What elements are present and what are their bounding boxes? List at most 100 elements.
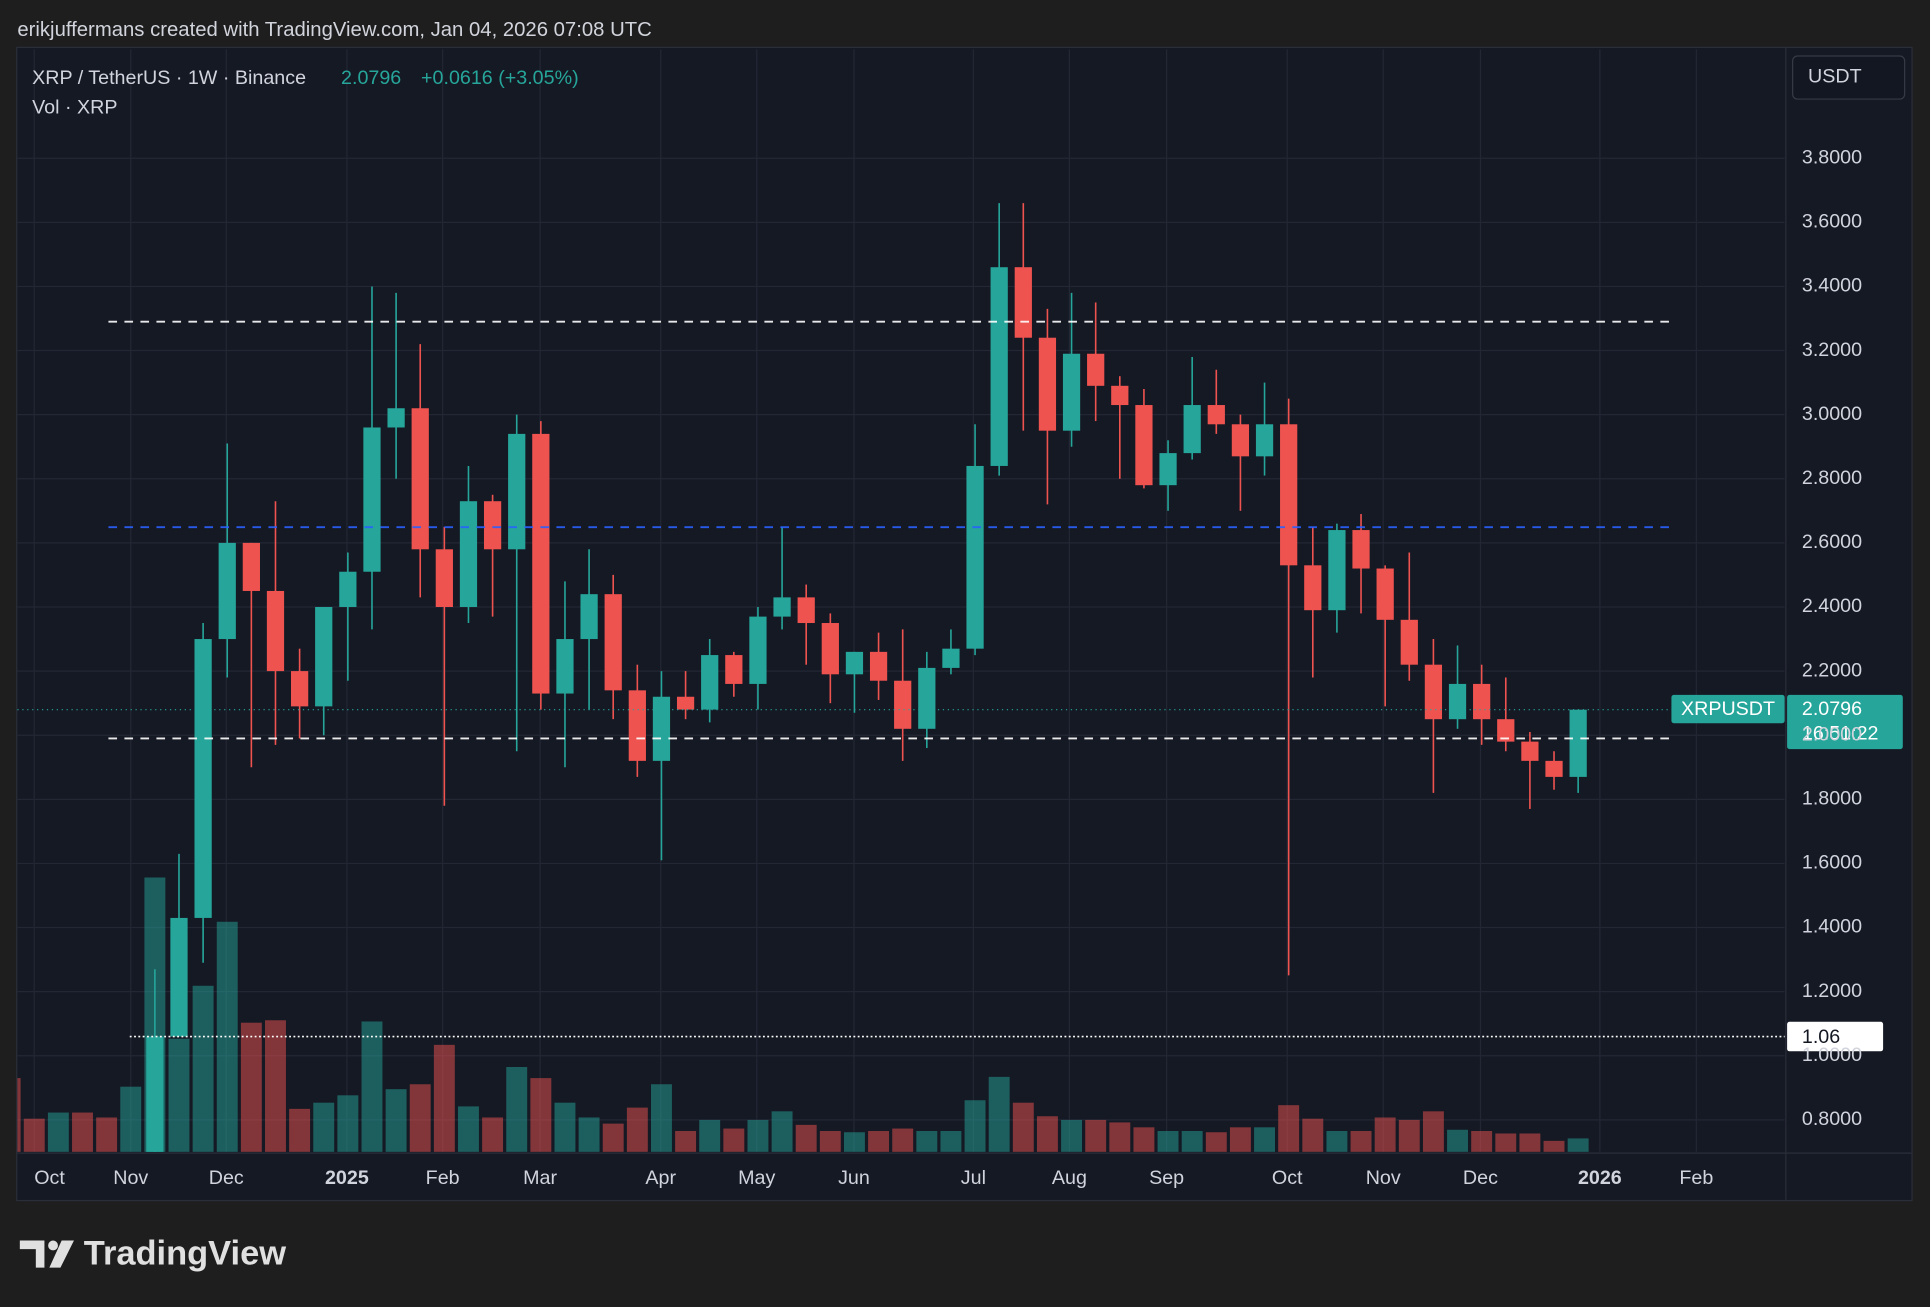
volume-bar: [1205, 1132, 1227, 1152]
candle-body: [266, 590, 285, 672]
y-tick-label: 2.2000: [1802, 659, 1862, 681]
volume-bar: [1085, 1119, 1107, 1152]
volume-bar: [771, 1111, 793, 1152]
x-tick-label: Apr: [645, 1167, 676, 1189]
volume-bar: [1326, 1131, 1348, 1152]
y-tick-label: 2.6000: [1802, 531, 1862, 553]
volume-bar: [313, 1102, 335, 1152]
candle-body: [1328, 530, 1346, 611]
candle-body: [1183, 405, 1201, 454]
candle-body: [1207, 405, 1225, 425]
candle-body: [1473, 683, 1491, 720]
candle-body: [1087, 353, 1105, 386]
candle-body: [1569, 709, 1587, 777]
volume-bar: [1567, 1138, 1589, 1152]
candle-body: [363, 427, 381, 572]
candle-body: [1255, 424, 1274, 457]
y-tick-label: 3.0000: [1802, 403, 1862, 425]
y-tick-label: 3.6000: [1802, 211, 1862, 233]
logo-shape: [19, 1240, 45, 1268]
candle-body: [1280, 424, 1298, 566]
candle-body: [869, 651, 888, 681]
candle-body: [242, 542, 260, 591]
volume-bar: [675, 1131, 697, 1152]
y-tick-label: 3.4000: [1802, 275, 1862, 297]
y-tick-label: 3.2000: [1802, 339, 1862, 361]
volume-bar: [819, 1131, 841, 1152]
candle-body: [1159, 453, 1177, 486]
volume-bar: [482, 1117, 504, 1152]
candle-body: [483, 501, 502, 550]
volume-bar: [1302, 1118, 1324, 1152]
volume-bar: [554, 1102, 576, 1152]
volume-bar: [216, 921, 238, 1152]
candle-body: [676, 696, 695, 710]
volume-bar: [265, 1020, 286, 1152]
volume-bar: [47, 1112, 69, 1152]
x-tick-label: Mar: [523, 1167, 557, 1189]
x-tick-label: Aug: [1052, 1167, 1087, 1189]
logo-dot: [48, 1240, 58, 1251]
symbol-legend: XRP / TetherUS · 1W · Binance: [32, 67, 306, 89]
candle-body: [146, 1036, 164, 1152]
currency-button[interactable]: [1792, 55, 1906, 100]
candle-body: [652, 696, 671, 761]
chart-panel: [16, 46, 1913, 1202]
volume-bar: [916, 1131, 938, 1152]
candles: [146, 203, 1587, 1152]
volume-bar: [337, 1095, 359, 1152]
candle-body: [459, 501, 478, 607]
y-tick-label: 1.0000: [1802, 1044, 1862, 1066]
volume-bar: [192, 985, 214, 1152]
price-tag-bg: [1787, 694, 1903, 750]
volume-bar: [1374, 1117, 1396, 1152]
candle-body: [749, 616, 767, 684]
y-tick-label: 1.4000: [1802, 916, 1862, 938]
y-tick-label: 0.8000: [1802, 1108, 1862, 1130]
volume-bar: [409, 1084, 431, 1152]
volume-bar: [96, 1117, 118, 1152]
candle-body: [532, 433, 550, 694]
candle-body: [508, 433, 526, 550]
y-tick-label: 1.2000: [1802, 980, 1862, 1002]
brand-logo: [19, 1240, 74, 1268]
candle-body: [1497, 719, 1515, 742]
candle-body: [1545, 760, 1563, 777]
volume-bar: [988, 1076, 1010, 1152]
volume-bar: [506, 1067, 528, 1152]
candle-body: [918, 667, 936, 729]
candle-body: [966, 465, 984, 649]
currency-button-label[interactable]: USDT: [1808, 66, 1862, 88]
symbol-tag-bg: [1671, 694, 1785, 724]
volume-bar: [23, 1118, 45, 1152]
volume-bar: [723, 1128, 745, 1152]
volume-bar: [433, 1044, 455, 1152]
legend-price: 2.0796: [341, 67, 401, 89]
volume-bar: [1350, 1131, 1372, 1152]
candle-body: [1376, 568, 1394, 620]
symbol-tag: XRPUSDT: [1681, 698, 1775, 720]
logo-slash: [49, 1240, 74, 1268]
candle-body: [1038, 337, 1057, 431]
y-tick-label: 1.6000: [1802, 852, 1862, 874]
x-tick-label: Oct: [34, 1167, 65, 1189]
credit: erikjuffermans created with TradingView.…: [17, 19, 651, 41]
volume-bar: [1012, 1102, 1034, 1152]
volume-bar: [843, 1132, 865, 1152]
volume-bar: [1109, 1122, 1131, 1152]
volume-bar: [1181, 1131, 1203, 1152]
y-tick-label: 2.0000: [1802, 723, 1862, 745]
volume-bar: [964, 1100, 986, 1152]
candle-body: [701, 655, 719, 710]
candle-body: [604, 594, 622, 691]
candle-body: [1448, 683, 1467, 720]
x-tick-label: Jul: [961, 1167, 986, 1189]
volume-bar: [940, 1131, 962, 1152]
x-tick-label: Feb: [1679, 1167, 1713, 1189]
volume-bar: [795, 1124, 817, 1152]
volume-bar: [1495, 1133, 1517, 1152]
x-tick-label: Nov: [113, 1167, 148, 1189]
candle-body: [411, 408, 429, 550]
volume-bar: [1398, 1119, 1420, 1152]
